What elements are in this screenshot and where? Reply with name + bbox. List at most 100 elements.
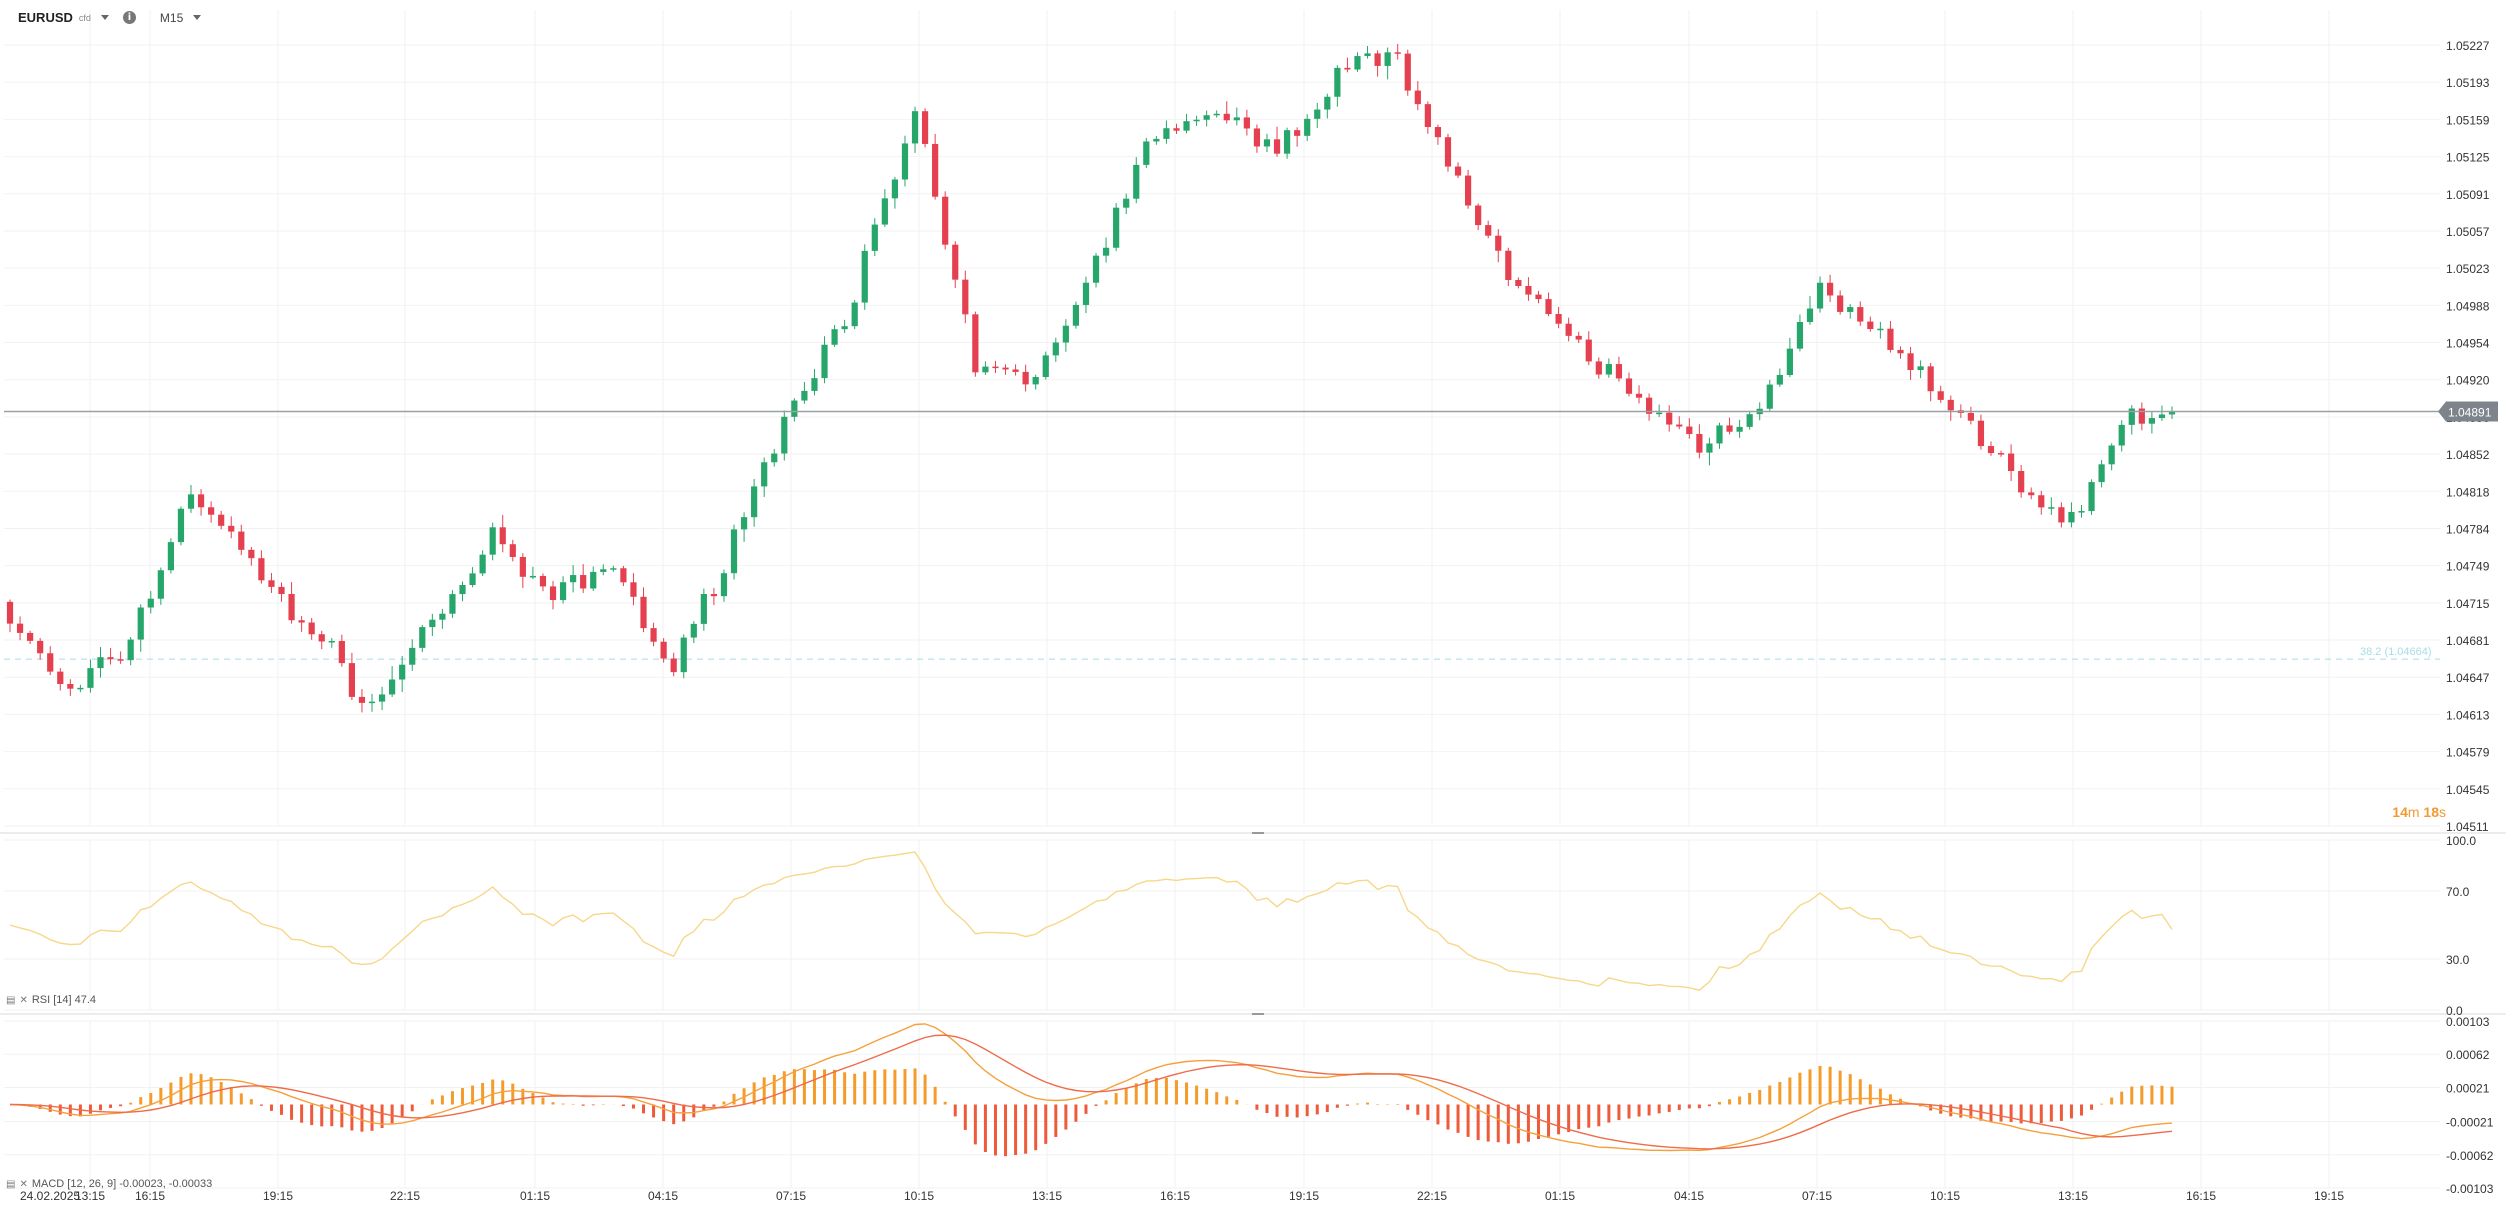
rsi-line: [9, 851, 2173, 991]
candle-body: [921, 111, 929, 144]
candle-body: [1505, 250, 1512, 280]
candle-body: [1595, 361, 1602, 375]
candle-body: [1656, 412, 1663, 415]
candle-body: [1434, 127, 1442, 138]
candle-body: [1424, 104, 1431, 128]
candle-body: [670, 658, 677, 673]
candle-body: [2018, 471, 2025, 493]
candle-body: [368, 701, 376, 704]
candle-body: [1555, 314, 1562, 324]
candle-body: [399, 664, 406, 680]
settings-icon[interactable]: ▤: [6, 994, 16, 1006]
candle-body: [1092, 255, 1100, 283]
candle-body: [1666, 412, 1673, 425]
x-tick-label: 19:15: [2314, 1189, 2344, 1203]
candle-body: [1907, 353, 1914, 371]
x-tick-label: 07:15: [776, 1189, 806, 1203]
rsi-tick-label: 30.0: [2446, 953, 2470, 967]
x-tick-label: 24.02.2025: [20, 1189, 80, 1203]
candle-body: [901, 143, 909, 180]
countdown-min-unit: m: [2407, 804, 2424, 820]
candle-body: [1927, 366, 1934, 392]
candle-body: [278, 586, 285, 594]
candle-body: [1414, 90, 1421, 105]
candle-body: [871, 224, 878, 251]
y-tick-label: 1.05023: [2446, 262, 2490, 276]
timeframe-selector[interactable]: M15: [159, 10, 184, 25]
y-tick-label: 1.04818: [2446, 485, 2490, 499]
candle-body: [1897, 349, 1904, 354]
countdown-sec-unit: s: [2439, 804, 2446, 820]
macd-tick-label: 0.00062: [2446, 1048, 2490, 1062]
y-tick-label: 1.05227: [2446, 39, 2490, 53]
candle-body: [57, 671, 64, 684]
candle-body: [1213, 113, 1220, 116]
candle-body: [1816, 282, 1824, 309]
candle-body: [700, 594, 707, 624]
y-tick-label: 1.04613: [2446, 708, 2490, 722]
candle-body: [2068, 512, 2075, 523]
candle-body: [881, 198, 888, 225]
candle-body: [1857, 307, 1864, 322]
candle-body: [1937, 391, 1944, 400]
candle-body: [821, 344, 828, 379]
candle-body: [1947, 399, 1954, 411]
symbol-name[interactable]: EURUSD: [18, 10, 73, 25]
x-tick-label: 10:15: [904, 1189, 934, 1203]
candle-body: [1726, 425, 1733, 432]
candle-body: [37, 640, 44, 654]
candle-body: [1062, 325, 1069, 343]
candle-body: [1826, 282, 1834, 296]
macd-tick-label: 0.00021: [2446, 1081, 2490, 1095]
fib-label: 38.2 (1.04664): [2360, 646, 2432, 658]
candle-body: [2148, 418, 2155, 424]
macd-tick-label: -0.00103: [2446, 1182, 2494, 1196]
candle-body: [761, 462, 768, 487]
candle-body: [1002, 367, 1009, 370]
macd-tick-label: -0.00021: [2446, 1116, 2494, 1130]
settings-icon[interactable]: ▤: [6, 1178, 16, 1190]
macd-tick-label: -0.00062: [2446, 1149, 2494, 1163]
info-icon[interactable]: i: [122, 11, 136, 24]
x-tick-label: 01:15: [520, 1189, 550, 1203]
countdown-seconds: 18: [2423, 804, 2439, 820]
candle-body: [529, 575, 537, 578]
candle-body: [630, 582, 637, 597]
timeframe-dropdown-icon[interactable]: [193, 15, 202, 20]
candle-body: [2048, 507, 2055, 509]
candle-body: [1766, 384, 1773, 409]
candle-body: [1052, 342, 1059, 356]
candle-body: [1283, 130, 1291, 154]
candle-body: [600, 569, 607, 572]
candle-body: [650, 628, 657, 642]
candle-countdown: 14m 18s: [2392, 804, 2446, 820]
candle-body: [1877, 328, 1884, 331]
candle-body: [2138, 408, 2145, 424]
y-tick-label: 1.04749: [2446, 560, 2490, 574]
candle-body: [1123, 198, 1130, 208]
candle-body: [1615, 364, 1623, 379]
candle-body: [489, 527, 496, 555]
candle-body: [1294, 130, 1301, 136]
candle-body: [167, 542, 174, 571]
candle-body: [1193, 119, 1200, 122]
candle-body: [660, 641, 667, 659]
candle-body: [1987, 446, 1995, 454]
candle-body: [1696, 433, 1703, 453]
x-tick-label: 10:15: [1930, 1189, 1960, 1203]
candle-body: [1867, 321, 1874, 330]
y-tick-label: 1.05125: [2446, 151, 2490, 165]
candle-body: [2118, 424, 2125, 446]
close-icon[interactable]: ✕: [19, 994, 28, 1006]
close-icon[interactable]: ✕: [19, 1178, 28, 1190]
price-tag: [2438, 401, 2498, 422]
candle-body: [972, 314, 979, 373]
candle-body: [6, 601, 14, 624]
symbol-dropdown-icon[interactable]: [100, 15, 109, 20]
candle-body: [268, 580, 275, 587]
candle-body: [1273, 139, 1281, 154]
candle-body: [1997, 453, 2005, 455]
candle-body: [559, 582, 567, 601]
candle-body: [27, 632, 34, 641]
